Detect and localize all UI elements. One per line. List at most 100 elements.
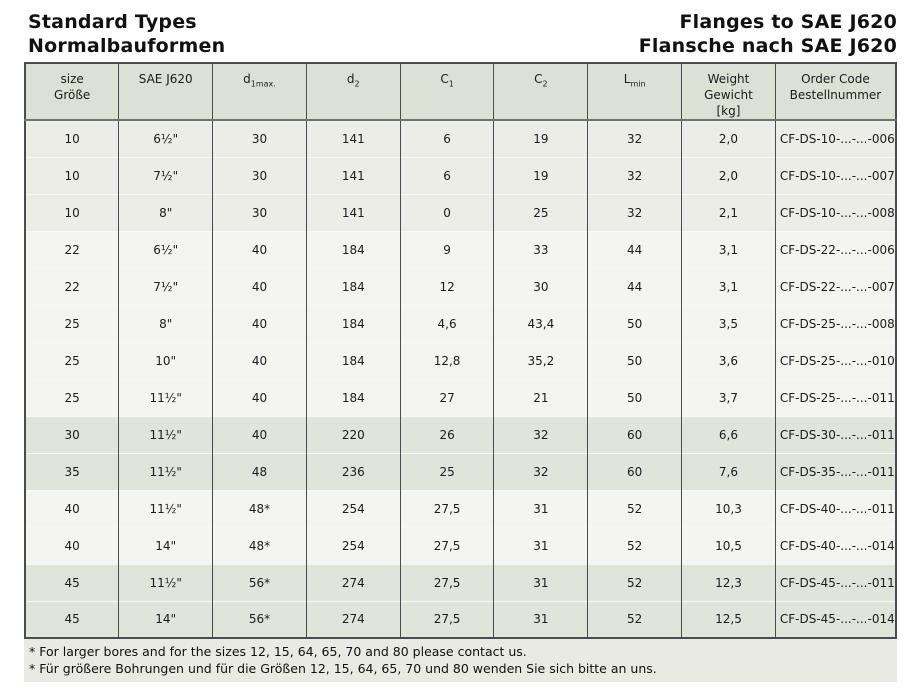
table-cell: 184 — [305, 230, 401, 268]
table-cell: 32 — [587, 120, 682, 157]
table-cell: 40 — [212, 267, 307, 305]
title-left-line1: Standard Types — [28, 11, 197, 33]
table-cell: 184 — [305, 378, 401, 416]
table-cell: 7½" — [118, 267, 213, 305]
table-row: 35 11½" 48 236 25 32 60 7,6 CF-DS-35-...-...-011 — [25, 452, 896, 490]
table-header: size Größe SAE J620 d1max. d2 C1 C2 — [25, 63, 896, 121]
table-cell: 6½" — [118, 120, 213, 157]
footnote-en: * For larger bores and for the sizes 12,… — [29, 644, 527, 659]
table-cell: 31 — [493, 489, 588, 527]
table-cell: 11½" — [118, 415, 213, 453]
table-cell: 2,0 — [681, 156, 776, 194]
table-cell: 10" — [118, 341, 213, 379]
table-cell: CF-DS-40-...-...-014 — [774, 526, 896, 564]
table-cell: 10,3 — [681, 489, 776, 527]
table-cell: 25 — [25, 378, 119, 416]
table-cell: 19 — [493, 156, 588, 194]
table-cell: 12,8 — [399, 341, 494, 379]
table-cell: 40 — [25, 489, 119, 527]
table-cell: 10 — [25, 156, 119, 194]
table-cell: 30 — [212, 193, 307, 231]
table-cell: 27,5 — [399, 563, 494, 601]
col-header-size: size Größe — [25, 63, 119, 121]
table-cell: 52 — [587, 563, 682, 601]
table-cell: CF-DS-35-...-...-011 — [774, 452, 896, 490]
table-cell: 43,4 — [493, 304, 588, 342]
table-cell: 14" — [118, 526, 213, 564]
table-cell: 14" — [118, 600, 213, 638]
table-cell: 3,5 — [681, 304, 776, 342]
col-header-sae-j620: SAE J620 — [118, 63, 213, 121]
table-cell: 11½" — [118, 378, 213, 416]
table-cell: 32 — [493, 415, 588, 453]
table-cell: 40 — [212, 304, 307, 342]
table-cell: 10 — [25, 193, 119, 231]
table-cell: 274 — [305, 600, 401, 638]
footnote-de: * Für größere Bohrungen und für die Größ… — [29, 661, 657, 676]
table-cell: 10 — [25, 120, 119, 157]
table-row: 22 6½" 40 184 9 33 44 3,1 CF-DS-22-...-...-006 — [25, 230, 896, 268]
table-cell: 141 — [305, 193, 401, 231]
table-cell: 32 — [493, 452, 588, 490]
table-cell: 35 — [25, 452, 119, 490]
table-cell: 31 — [493, 563, 588, 601]
table-cell: 254 — [305, 489, 401, 527]
table-cell: 30 — [212, 156, 307, 194]
table-cell: 27,5 — [399, 600, 494, 638]
table-cell: 11½" — [118, 489, 213, 527]
table-cell: CF-DS-10-...-...-008 — [774, 193, 896, 231]
table-cell: 6,6 — [681, 415, 776, 453]
table-cell: 50 — [587, 378, 682, 416]
table-cell: 30 — [25, 415, 119, 453]
table-row: 25 8" 40 184 4,6 43,4 50 3,5 CF-DS-25-...-...-00… — [25, 304, 896, 342]
table-cell: 56* — [212, 600, 307, 638]
table-cell: 141 — [305, 156, 401, 194]
table-cell: CF-DS-40-...-...-011 — [774, 489, 896, 527]
table-cell: 30 — [493, 267, 588, 305]
table-cell: 30 — [212, 120, 307, 157]
table-cell: 12,5 — [681, 600, 776, 638]
table-cell: 7,6 — [681, 452, 776, 490]
table-cell: 25 — [25, 341, 119, 379]
table-cell: 31 — [493, 526, 588, 564]
col-header-d2: d2 — [305, 63, 401, 121]
table-cell: CF-DS-25-...-...-011 — [774, 378, 896, 416]
table-cell: 184 — [305, 304, 401, 342]
table-row: 40 14" 48* 254 27,5 31 52 10,5 CF-DS-40-...-...-… — [25, 526, 896, 564]
table-cell: 184 — [305, 267, 401, 305]
table-cell: 21 — [493, 378, 588, 416]
table-cell: 220 — [305, 415, 401, 453]
table-cell: 6½" — [118, 230, 213, 268]
table-row: 25 11½" 40 184 27 21 50 3,7 CF-DS-25-...-...-011 — [25, 378, 896, 416]
table-cell: 141 — [305, 120, 401, 157]
table-cell: 25 — [493, 193, 588, 231]
table-cell: 40 — [212, 341, 307, 379]
table-cell: 25 — [399, 452, 494, 490]
table-cell: 236 — [305, 452, 401, 490]
table-cell: 0 — [399, 193, 494, 231]
table-cell: 27,5 — [399, 526, 494, 564]
table-row: 30 11½" 40 220 26 32 60 6,6 CF-DS-30-...-...-011 — [25, 415, 896, 453]
table-cell: 9 — [399, 230, 494, 268]
table-row: 22 7½" 40 184 12 30 44 3,1 CF-DS-22-...-...-007 — [25, 267, 896, 305]
table-cell: CF-DS-30-...-...-011 — [774, 415, 896, 453]
table-cell: CF-DS-10-...-...-006 — [774, 120, 896, 157]
title-right-line1: Flanges to SAE J620 — [679, 11, 897, 33]
table-cell: 3,1 — [681, 230, 776, 268]
table-cell: 3,1 — [681, 267, 776, 305]
footnotes: * For larger bores and for the sizes 12,… — [24, 639, 897, 682]
table-cell: 60 — [587, 452, 682, 490]
table-row: 45 11½" 56* 274 27,5 31 52 12,3 CF-DS-45-...-...… — [25, 563, 896, 601]
table-cell: 10,5 — [681, 526, 776, 564]
table-cell: 52 — [587, 489, 682, 527]
col-header-lmin: Lmin — [587, 63, 682, 121]
table-cell: 25 — [25, 304, 119, 342]
table-cell: 19 — [493, 120, 588, 157]
table-row: 40 11½" 48* 254 27,5 31 52 10,3 CF-DS-40-...-...… — [25, 489, 896, 527]
table-cell: 45 — [25, 600, 119, 638]
table-cell: 44 — [587, 267, 682, 305]
table-cell: 254 — [305, 526, 401, 564]
col-header-c2: C2 — [493, 63, 588, 121]
table-cell: 11½" — [118, 452, 213, 490]
title-right-line2: Flansche nach SAE J620 — [638, 35, 897, 57]
